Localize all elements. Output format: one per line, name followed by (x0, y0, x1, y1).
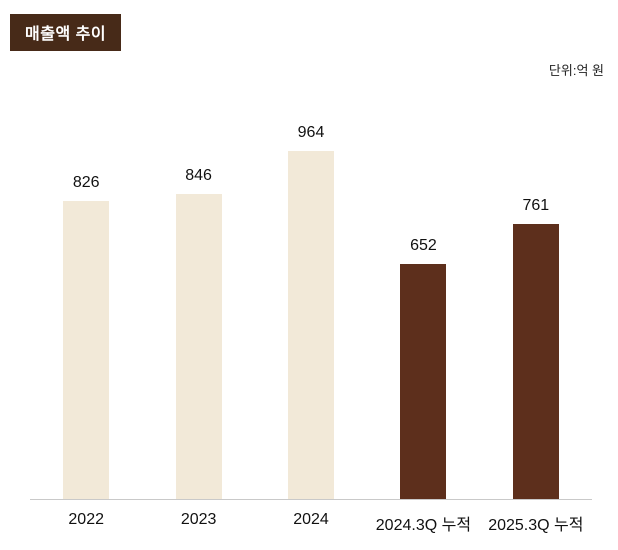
x-axis-label: 2024.3Q 누적 (375, 517, 472, 534)
x-axis-label: 2023 (180, 511, 217, 528)
bar-group: 761 (480, 116, 592, 499)
bar-value-label: 652 (410, 237, 437, 254)
x-axis-label: 2022 (68, 511, 104, 528)
bar (175, 194, 222, 499)
bar-group: 826 (30, 116, 142, 499)
bar (400, 264, 447, 499)
bar-group: 652 (367, 116, 479, 499)
page-title: 매출액 추이 (25, 26, 107, 43)
bar (288, 151, 335, 499)
bar (63, 201, 110, 499)
bar-group: 846 (142, 116, 254, 499)
x-axis-label: 2024 (293, 511, 329, 528)
bar-value-label: 761 (522, 197, 550, 214)
bar (512, 224, 559, 499)
bar-group: 964 (255, 116, 367, 499)
chart-title-bar: 매출액 추이 (10, 14, 122, 51)
plot-area: 826 846 964 652 761 (30, 116, 592, 500)
bar-value-label: 846 (185, 167, 212, 184)
bar-chart: 826 846 964 652 761 2022 2023 2024 2024.3Q 누적 20… (30, 116, 592, 535)
unit-label: 단위:억 원 (548, 63, 604, 78)
bar-value-label: 826 (72, 174, 100, 191)
x-axis-label: 2025.3Q 누적 (488, 517, 584, 534)
x-axis-labels: 2022 2023 2024 2024.3Q 누적 2025.3Q 누적 (30, 511, 592, 535)
bar-value-label: 964 (297, 124, 325, 141)
